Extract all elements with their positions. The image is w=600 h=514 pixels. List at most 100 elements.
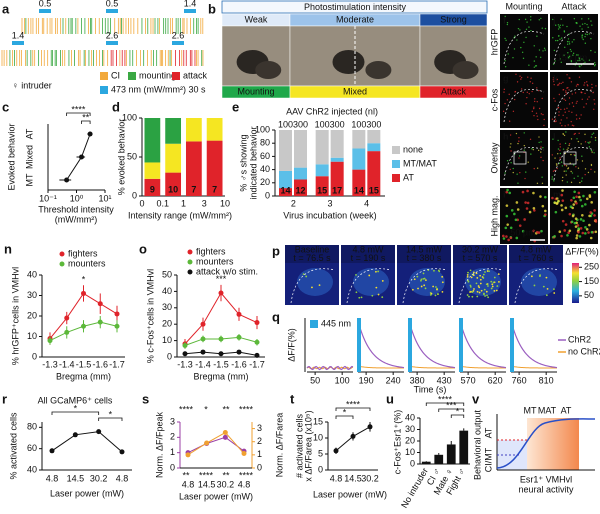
frame-power: 14.5 mW — [406, 244, 443, 254]
n-label: 7 — [191, 184, 196, 194]
row-label: High mag. — [489, 195, 499, 236]
cell-signal — [578, 76, 581, 78]
x-tick-label: 620 — [488, 375, 503, 385]
cell-signal — [586, 81, 588, 83]
cell-signal — [538, 49, 541, 51]
cell-signal — [540, 146, 542, 148]
cell-signal — [570, 181, 573, 184]
x-tick-label: 1 — [181, 198, 186, 208]
cell-signal — [515, 73, 517, 75]
cell-signal — [506, 99, 509, 101]
bar-segment — [315, 176, 329, 196]
cell-signal — [559, 38, 561, 40]
cell-signal — [572, 203, 576, 206]
cell-signal — [594, 136, 597, 139]
legend-label: mounters — [68, 258, 106, 268]
x-tick-label: 380 — [410, 375, 425, 385]
cell-signal — [573, 177, 575, 180]
y-tick-label: 80 — [27, 422, 37, 432]
cell-signal — [571, 214, 575, 218]
cell-signal — [560, 18, 562, 20]
cell-signal — [564, 99, 567, 102]
active-cell — [318, 284, 321, 287]
active-cell — [480, 289, 483, 292]
cell-signal — [519, 75, 521, 77]
cell-signal — [540, 229, 543, 233]
micrograph — [550, 72, 598, 128]
cell-signal — [512, 57, 514, 59]
cell-signal — [552, 77, 555, 79]
cell-signal — [539, 195, 542, 198]
cell-signal — [529, 81, 531, 83]
frame-header — [285, 245, 339, 263]
x-tick-label: -1.5 — [76, 359, 92, 369]
trace — [510, 320, 558, 369]
cell-signal — [567, 124, 569, 126]
cell-signal — [571, 206, 574, 210]
cell-signal — [542, 50, 544, 52]
cell-signal — [573, 164, 575, 166]
data-point — [218, 351, 224, 357]
cell-signal — [570, 138, 573, 140]
cell-signal — [580, 180, 583, 182]
sig-bracket — [98, 417, 123, 421]
data-point — [72, 432, 78, 438]
field-glow — [297, 268, 333, 296]
cell-signal — [589, 236, 593, 240]
cell-signal — [553, 180, 555, 182]
cell-signal — [510, 209, 514, 212]
cell-signal — [562, 89, 564, 91]
cell-signal — [589, 141, 591, 143]
cell-signal — [556, 84, 559, 86]
response-curve — [496, 418, 596, 469]
active-cell — [424, 287, 427, 290]
cell-signal — [524, 177, 526, 180]
active-cell — [422, 277, 425, 280]
bar-segment — [206, 140, 223, 196]
cell-signal — [518, 140, 520, 142]
cell-signal — [535, 230, 539, 234]
active-cell — [469, 286, 472, 288]
active-cell — [422, 272, 425, 275]
cell-signal — [568, 212, 572, 216]
significance: **** — [239, 404, 254, 414]
trace — [408, 320, 456, 369]
active-cell — [434, 294, 437, 297]
cell-signal — [510, 162, 512, 164]
cell-signal — [558, 26, 560, 28]
active-cell — [485, 283, 488, 286]
legend-marker — [187, 269, 193, 275]
cell-signal — [518, 157, 520, 159]
cell-signal — [526, 201, 530, 205]
cell-signal — [533, 106, 535, 108]
x-tick-label: 30.2 — [90, 473, 108, 483]
data-point — [97, 319, 103, 325]
frame-power: 4.8 mW — [352, 244, 384, 254]
stim-bar — [408, 318, 412, 372]
bar-segment — [315, 130, 329, 165]
x-mark: MT — [524, 405, 537, 415]
x-mark: AT — [561, 405, 572, 415]
cell-signal — [594, 230, 598, 234]
y-tick-label: 60 — [27, 443, 37, 453]
panel-letter: o — [139, 241, 147, 256]
stim-label: 2.6 — [172, 30, 185, 40]
cell-signal — [557, 28, 560, 30]
behavior-cell — [419, 85, 488, 99]
cell-signal — [567, 52, 569, 54]
cell-signal — [552, 170, 555, 172]
cell-signal — [594, 103, 596, 105]
cell-signal — [555, 120, 557, 122]
colorbar-tick-label: 250 — [584, 262, 599, 272]
cell-signal — [517, 142, 519, 145]
cell-signal — [552, 79, 555, 81]
significance: * — [109, 409, 113, 419]
bar-segment — [279, 170, 292, 189]
cell-signal — [584, 168, 587, 170]
cell-signal — [588, 96, 590, 98]
cell-signal — [542, 147, 544, 149]
cell-signal — [563, 229, 567, 232]
cell-signal — [567, 168, 569, 170]
cell-signal — [560, 108, 562, 111]
cell-signal — [582, 219, 585, 223]
